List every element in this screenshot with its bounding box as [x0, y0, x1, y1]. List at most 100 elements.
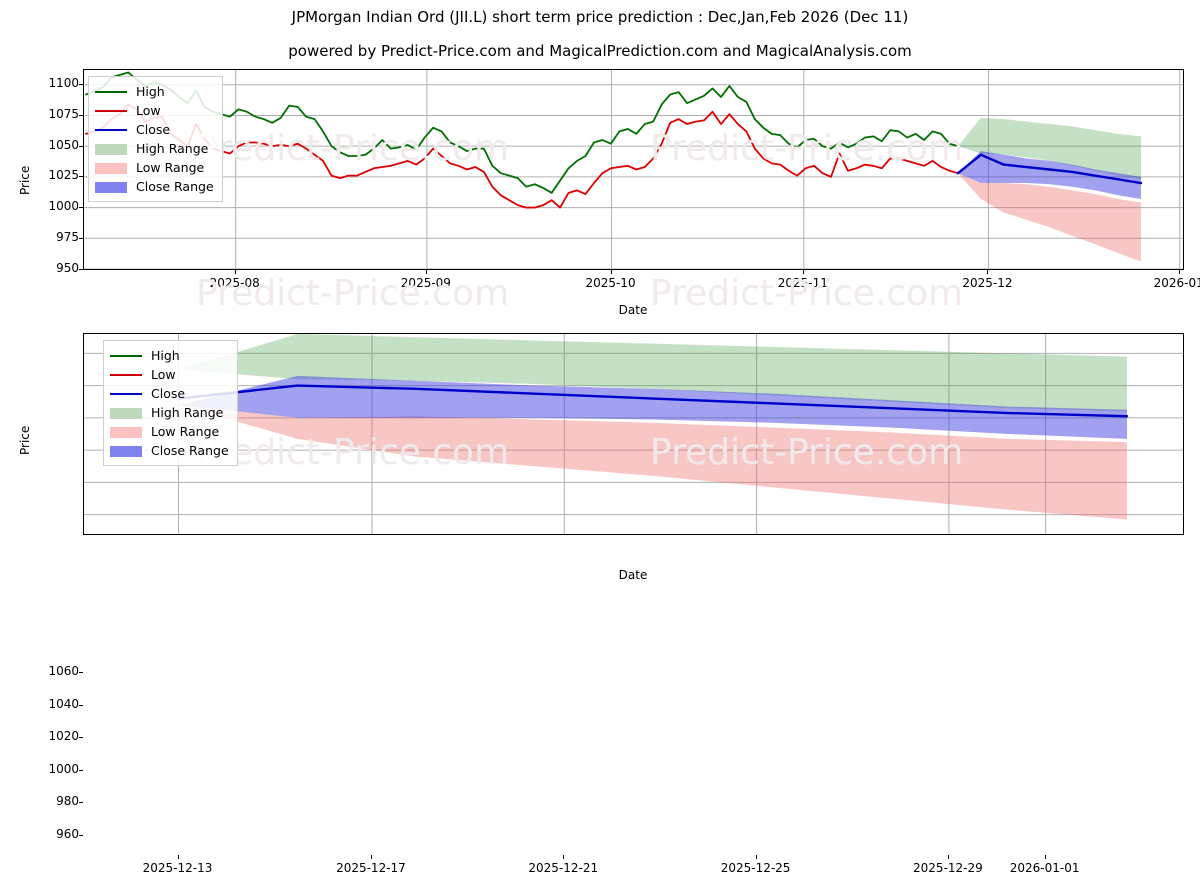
x-tick-label: 2025-09: [400, 276, 451, 290]
y-tick-label: 975: [56, 230, 79, 245]
overview-legend-swatch-icon: [95, 85, 127, 99]
y-tick-label: 1000: [48, 199, 79, 214]
x-tick-label: 2025-11: [777, 276, 828, 290]
y-tick-mark: [79, 207, 83, 209]
detail-x-axis-label: Date: [618, 568, 648, 582]
detail-svg: [84, 334, 1183, 534]
x-tick-mark: [947, 855, 949, 859]
overview-legend-label: Close: [136, 122, 171, 137]
x-tick-label: 2025-12: [962, 276, 1013, 290]
overview-legend-label: Low: [136, 103, 161, 118]
detail-plot-area: [83, 333, 1184, 535]
overview-legend-item-close[interactable]: Close: [95, 120, 214, 139]
x-tick-label: 2025-12-17: [336, 861, 406, 875]
y-tick-mark: [79, 769, 83, 771]
x-tick-mark: [987, 270, 989, 274]
overview-y-axis-label: Price: [18, 165, 32, 195]
detail-legend-swatch-icon: [110, 406, 142, 420]
y-tick-label: 1050: [48, 137, 79, 152]
detail-legend-item-low[interactable]: Low: [110, 365, 229, 384]
overview-plot-area: [83, 69, 1184, 270]
page-subtitle: powered by Predict-Price.com and Magical…: [288, 42, 912, 60]
detail-legend-label: Low: [151, 367, 176, 382]
x-tick-mark: [1178, 270, 1180, 274]
x-tick-label: 2025-12-29: [913, 861, 983, 875]
overview-legend: High Low Close High Range Low Range Close Ran…: [88, 76, 223, 202]
y-tick-label: 950: [56, 261, 79, 275]
detail-panel: Price 960 980 1000 1020 1040 1060 2025-12-13 2…: [0, 320, 1200, 875]
detail-legend-item-high-range[interactable]: High Range: [110, 403, 229, 422]
x-tick-mark: [234, 270, 236, 274]
detail-legend-label: High: [151, 348, 180, 363]
detail-legend-label: Close Range: [151, 443, 229, 458]
y-tick-mark: [79, 704, 83, 706]
y-tick-mark: [79, 834, 83, 836]
page-title: JPMorgan Indian Ord (JII.L) short term p…: [291, 8, 909, 26]
overview-legend-item-low-range[interactable]: Low Range: [95, 158, 214, 177]
x-tick-label: 2025-10: [585, 276, 636, 290]
detail-legend-item-close[interactable]: Close: [110, 384, 229, 403]
y-tick-label: 1075: [48, 106, 79, 121]
detail-legend: High Low Close High Range Low Range Close Ran…: [103, 340, 238, 466]
x-tick-mark: [370, 855, 372, 859]
overview-legend-swatch-icon: [95, 180, 127, 194]
y-tick-label: 1025: [48, 168, 79, 183]
detail-legend-swatch-icon: [110, 425, 142, 439]
x-tick-mark: [425, 270, 427, 274]
y-tick-mark: [79, 737, 83, 739]
detail-legend-swatch-icon: [110, 368, 142, 382]
detail-legend-swatch-icon: [110, 387, 142, 401]
detail-legend-swatch-icon: [110, 444, 142, 458]
x-tick-mark: [755, 855, 757, 859]
overview-legend-item-low[interactable]: Low: [95, 101, 214, 120]
y-tick-mark: [79, 238, 83, 240]
y-tick-label: 1000: [48, 761, 79, 776]
x-tick-mark: [1044, 855, 1046, 859]
x-tick-label: 2025-12-13: [142, 861, 213, 875]
overview-legend-item-high[interactable]: High: [95, 82, 214, 101]
y-tick-label: 1060: [48, 664, 79, 679]
overview-x-axis-label: Date: [618, 303, 648, 317]
detail-legend-item-close-range[interactable]: Close Range: [110, 441, 229, 460]
y-tick-mark: [79, 672, 83, 674]
x-tick-mark: [610, 270, 612, 274]
overview-legend-item-close-range[interactable]: Close Range: [95, 177, 214, 196]
x-tick-label: 2025-12-25: [720, 861, 791, 875]
overview-legend-swatch-icon: [95, 161, 127, 175]
overview-legend-label: Low Range: [136, 160, 205, 175]
detail-legend-label: Low Range: [151, 424, 220, 439]
y-tick-label: 1100: [48, 75, 79, 90]
overview-legend-label: High: [136, 84, 165, 99]
y-tick-mark: [79, 145, 83, 147]
x-tick-label: 2026-01: [1153, 276, 1200, 290]
overview-panel: Price 950 975 1000 1025 1050 1075 1100 2025-08…: [0, 0, 1200, 320]
x-tick-label: 2025-08: [209, 276, 260, 290]
y-tick-mark: [79, 269, 83, 270]
y-tick-label: 960: [56, 826, 79, 841]
y-tick-label: 1040: [48, 696, 79, 711]
y-tick-label: 980: [56, 794, 79, 809]
overview-legend-swatch-icon: [95, 142, 127, 156]
x-tick-label: 2026-01-01: [1009, 861, 1080, 875]
detail-legend-swatch-icon: [110, 349, 142, 363]
overview-legend-label: Close Range: [136, 179, 214, 194]
detail-y-axis-label: Price: [18, 425, 32, 455]
detail-legend-item-low-range[interactable]: Low Range: [110, 422, 229, 441]
detail-legend-item-high[interactable]: High: [110, 346, 229, 365]
x-tick-mark: [563, 855, 565, 859]
detail-legend-label: High Range: [151, 405, 224, 420]
overview-svg: [84, 70, 1183, 269]
x-tick-mark: [177, 855, 179, 859]
overview-legend-swatch-icon: [95, 104, 127, 118]
y-tick-mark: [79, 802, 83, 804]
y-tick-mark: [79, 176, 83, 178]
y-tick-mark: [79, 83, 83, 85]
x-tick-mark: [802, 270, 804, 274]
overview-legend-swatch-icon: [95, 123, 127, 137]
overview-legend-item-high-range[interactable]: High Range: [95, 139, 214, 158]
x-tick-label: 2025-12-21: [528, 861, 599, 875]
y-tick-mark: [79, 114, 83, 116]
y-tick-label: 1020: [48, 729, 79, 744]
detail-legend-label: Close: [151, 386, 186, 401]
